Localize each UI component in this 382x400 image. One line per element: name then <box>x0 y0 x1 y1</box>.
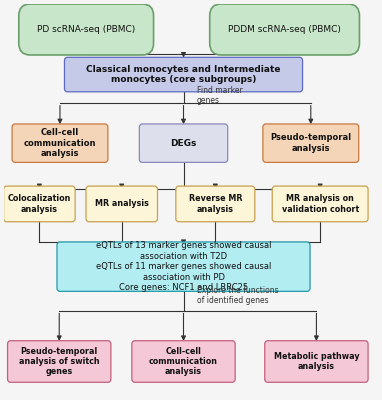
Text: PDDM scRNA-seq (PBMC): PDDM scRNA-seq (PBMC) <box>228 25 341 34</box>
FancyBboxPatch shape <box>272 186 368 222</box>
FancyBboxPatch shape <box>65 57 303 92</box>
Text: Pseudo-temporal
analysis of switch
genes: Pseudo-temporal analysis of switch genes <box>19 347 100 376</box>
FancyBboxPatch shape <box>12 124 108 162</box>
FancyBboxPatch shape <box>8 341 111 382</box>
FancyBboxPatch shape <box>86 186 157 222</box>
Text: MR analysis: MR analysis <box>95 200 149 208</box>
Text: Metabolic pathway
analysis: Metabolic pathway analysis <box>274 352 359 371</box>
Text: Find marker
genes: Find marker genes <box>197 86 242 106</box>
Text: eQTLs of 13 marker genes showed causal
association with T2D
eQTLs of 11 marker g: eQTLs of 13 marker genes showed causal a… <box>96 241 271 292</box>
FancyBboxPatch shape <box>263 124 359 162</box>
Text: PD scRNA-seq (PBMC): PD scRNA-seq (PBMC) <box>37 25 135 34</box>
Text: Cell-cell
communication
analysis: Cell-cell communication analysis <box>24 128 96 158</box>
Text: Explore the functions
of identified genes: Explore the functions of identified gene… <box>197 286 278 305</box>
FancyBboxPatch shape <box>139 124 228 162</box>
Text: MR analysis on
validation cohort: MR analysis on validation cohort <box>282 194 359 214</box>
Text: Reverse MR
analysis: Reverse MR analysis <box>189 194 242 214</box>
Text: Cell-cell
communication
analysis: Cell-cell communication analysis <box>149 347 218 376</box>
FancyBboxPatch shape <box>210 4 359 55</box>
Text: Pseudo-temporal
analysis: Pseudo-temporal analysis <box>270 134 351 153</box>
Text: Classical monocytes and Intermediate
monocytes (core subgroups): Classical monocytes and Intermediate mon… <box>86 65 281 84</box>
FancyBboxPatch shape <box>265 341 368 382</box>
FancyBboxPatch shape <box>176 186 255 222</box>
Text: Colocalization
analysis: Colocalization analysis <box>8 194 71 214</box>
Text: DEGs: DEGs <box>170 139 197 148</box>
FancyBboxPatch shape <box>57 242 310 291</box>
FancyBboxPatch shape <box>4 186 75 222</box>
FancyBboxPatch shape <box>19 4 154 55</box>
FancyBboxPatch shape <box>132 341 235 382</box>
